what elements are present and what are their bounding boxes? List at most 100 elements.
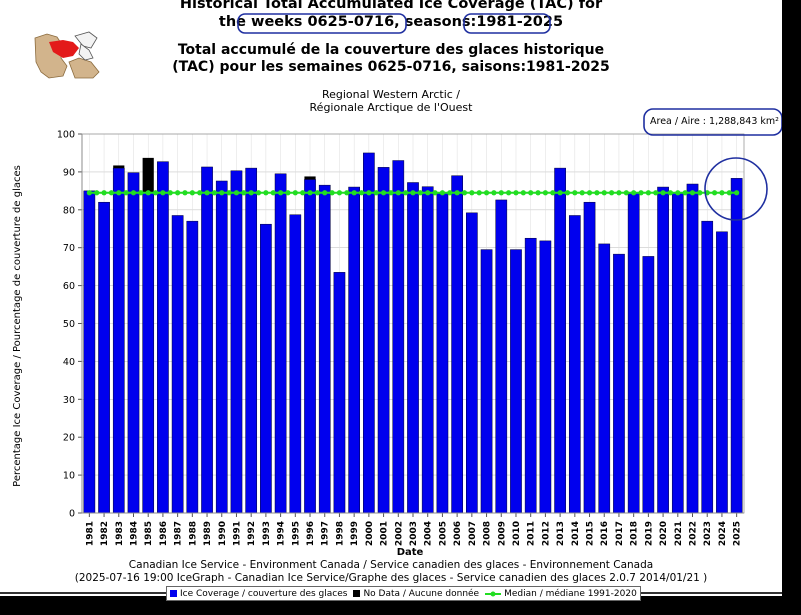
median-point (550, 190, 556, 196)
median-point (719, 190, 725, 196)
median-point (160, 190, 166, 196)
x-tick-label-1994: 1994 (277, 521, 287, 546)
median-point (557, 190, 563, 196)
region-name-fr: Régionale Arctique de l'Ouest (309, 101, 473, 114)
x-tick-label-1990: 1990 (218, 521, 228, 546)
median-point (211, 190, 217, 196)
x-tick-label-1995: 1995 (291, 521, 301, 546)
bars (83, 152, 743, 514)
bar-1986 (157, 161, 169, 514)
bar-1998 (333, 272, 346, 514)
y-tick-label: 90 (63, 167, 75, 178)
bar-1988 (186, 220, 199, 514)
median-point (697, 190, 703, 196)
bar-2025 (730, 178, 743, 514)
median-point (432, 190, 438, 196)
bar-nodata-1983 (113, 165, 125, 169)
x-tick-label-2014: 2014 (571, 521, 581, 546)
median-point (233, 190, 240, 196)
bar-1982 (98, 201, 110, 514)
median-point (314, 190, 320, 196)
median-point (336, 190, 343, 196)
x-tick-label-2009: 2009 (497, 521, 507, 546)
x-tick-label-2008: 2008 (483, 521, 493, 546)
bar-2012 (539, 240, 552, 514)
legend-label-nodata: No Data / Aucune donnée (363, 588, 480, 599)
x-tick-label-2022: 2022 (689, 521, 699, 546)
median-point (307, 190, 313, 196)
x-tick-label-2024: 2024 (718, 521, 728, 546)
x-tick-label-2001: 2001 (380, 521, 390, 546)
x-tick-label-1997: 1997 (321, 521, 331, 546)
bar-1985 (142, 192, 155, 514)
x-tick-label-1998: 1998 (335, 521, 345, 546)
median-point (175, 190, 181, 196)
median-point (454, 190, 460, 196)
legend-swatch-median (485, 591, 502, 596)
legend-label-median: Median / médiane 1991-2020 (504, 588, 637, 599)
x-tick-label-2018: 2018 (630, 521, 640, 546)
median-point (660, 190, 666, 196)
bar-2018 (627, 192, 640, 514)
y-axis-label: Percentage Ice Coverage / Pourcentage de… (12, 165, 23, 487)
y-tick-label: 80 (63, 205, 75, 216)
bar-2010 (510, 249, 522, 514)
median-point (278, 190, 284, 196)
median-point (292, 190, 298, 196)
bar-2011 (524, 237, 537, 514)
median-point (711, 190, 718, 196)
median-point (417, 190, 423, 196)
x-tick-label-2023: 2023 (703, 521, 713, 546)
bar-2024 (716, 231, 728, 514)
median-point (675, 190, 681, 196)
median-point (579, 190, 585, 196)
median-point (645, 190, 651, 196)
median-point (689, 190, 696, 196)
bar-2003 (407, 182, 419, 514)
bar-nodata-1996 (304, 176, 316, 180)
footer-version: (2025-07-16 19:00 IceGraph - Canadian Ic… (74, 572, 708, 584)
bar-2000 (363, 152, 375, 514)
median-point (425, 190, 431, 196)
median-point (138, 190, 144, 196)
bar-1992 (245, 167, 258, 514)
median-point (403, 190, 409, 196)
x-tick-label-2004: 2004 (424, 521, 434, 546)
median-point (491, 190, 497, 196)
bar-1989 (201, 166, 213, 514)
x-tick-label-1999: 1999 (350, 521, 360, 546)
median-point (667, 190, 674, 196)
legend-item-coverage: Ice Coverage / couverture des glaces (167, 589, 350, 599)
median-point (152, 190, 159, 196)
median-point (535, 190, 541, 196)
x-tick-label-1983: 1983 (115, 521, 125, 546)
x-tick-label-1985: 1985 (144, 521, 154, 546)
median-point (594, 190, 600, 196)
median-point (263, 190, 269, 196)
bar-1984 (127, 172, 140, 514)
x-tick-label-1989: 1989 (203, 521, 213, 546)
median-point (726, 190, 732, 196)
axes (81, 133, 745, 514)
median-point (638, 190, 644, 196)
x-tick-label-2017: 2017 (615, 521, 625, 546)
x-tick-label-2019: 2019 (644, 521, 654, 546)
median-point (344, 190, 350, 196)
annotation-box-weeks (237, 13, 407, 34)
legend-swatch-nodata (353, 590, 361, 597)
median-point (513, 190, 519, 196)
bar-2001 (377, 167, 390, 514)
median-point (653, 190, 659, 196)
y-tick-label: 50 (63, 319, 75, 330)
x-tick-label-2015: 2015 (586, 521, 596, 546)
bar-2008 (480, 249, 493, 514)
median-point (469, 190, 475, 196)
bar-2020 (657, 186, 669, 514)
chart-title-fr-line1: Total accumulé de la couverture des glac… (177, 42, 605, 58)
bar-2016 (598, 243, 611, 514)
x-tick-label-2000: 2000 (365, 521, 375, 546)
median-point (116, 190, 122, 196)
bar-1997 (318, 184, 331, 514)
x-tick-label-2013: 2013 (556, 521, 566, 546)
